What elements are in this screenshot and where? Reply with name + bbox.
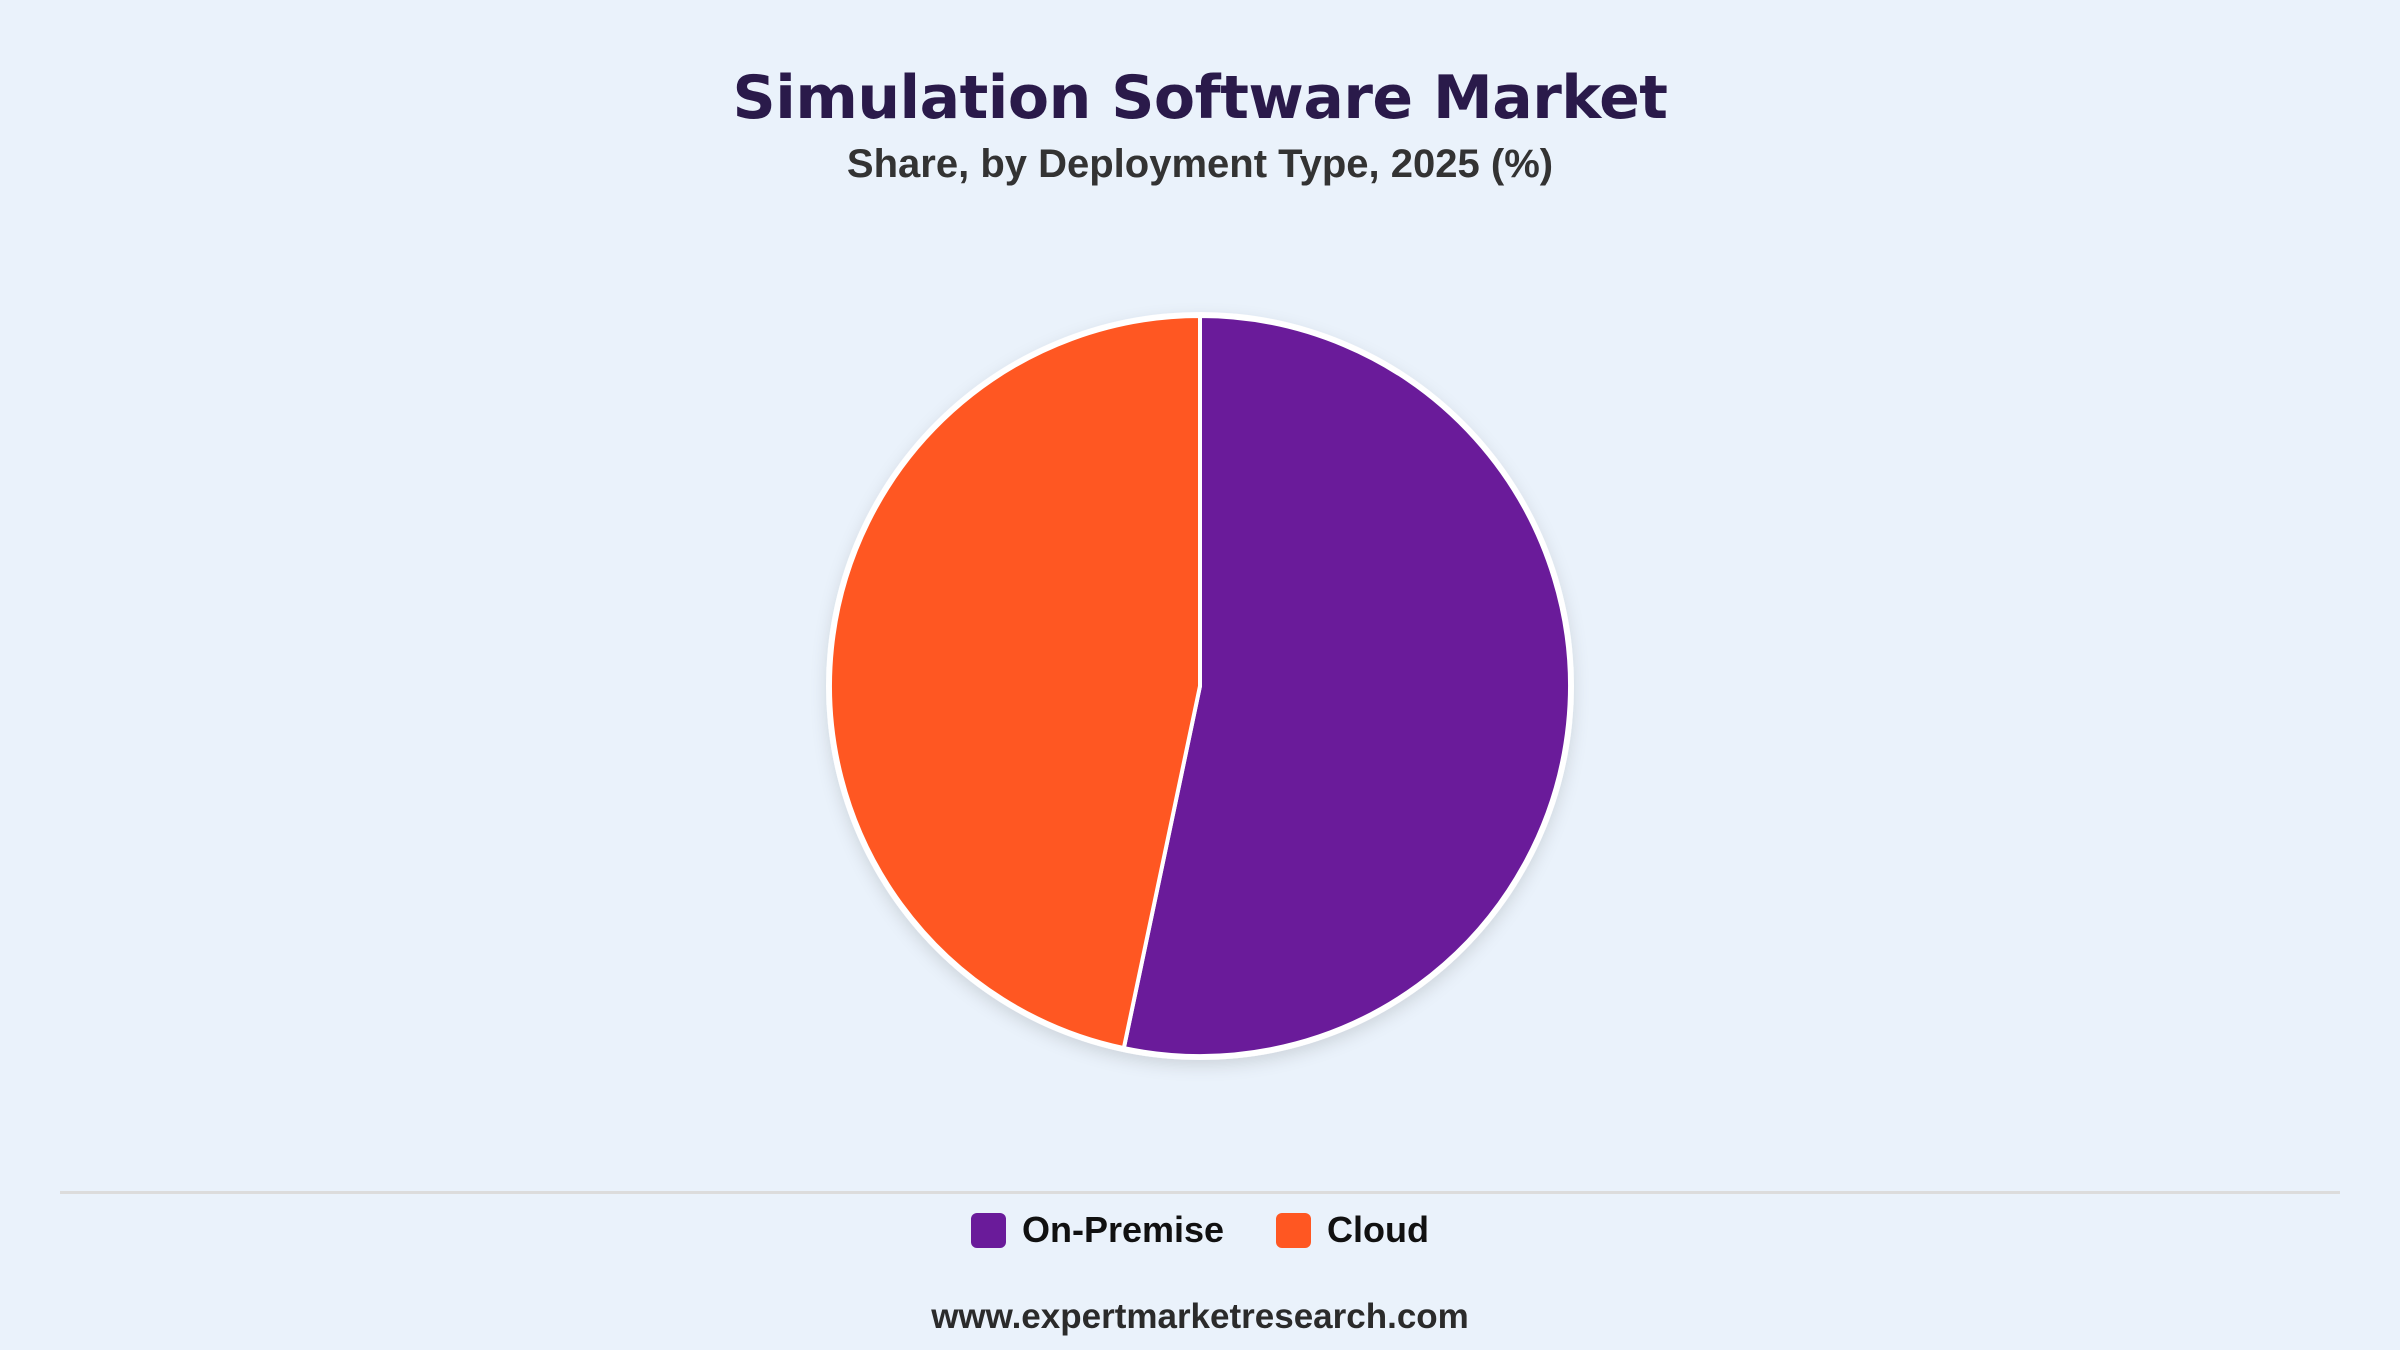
legend-item-cloud[interactable]: Cloud: [1276, 1209, 1429, 1251]
chart-legend: On-Premise Cloud: [0, 1205, 2400, 1255]
legend-swatch-on-premise: [970, 1212, 1006, 1248]
legend-item-on-premise[interactable]: On-Premise: [970, 1209, 1225, 1251]
pie-slice-cloud[interactable]: [828, 314, 1202, 1051]
legend-label-on-premise: On-Premise: [1021, 1209, 1225, 1250]
legend-divider: [60, 1191, 2340, 1194]
chart-title: Simulation Software Market: [732, 63, 1668, 133]
pie-slice-on-premise[interactable]: [1121, 314, 1572, 1058]
footer-source-url[interactable]: www.expertmarketresearch.com: [931, 1297, 1469, 1336]
legend-label-cloud: Cloud: [1327, 1209, 1430, 1250]
chart-subtitle: Share, by Deployment Type, 2025 (%): [846, 142, 1554, 186]
legend-swatch-cloud: [1276, 1212, 1312, 1248]
pie-slices: [828, 314, 1572, 1058]
